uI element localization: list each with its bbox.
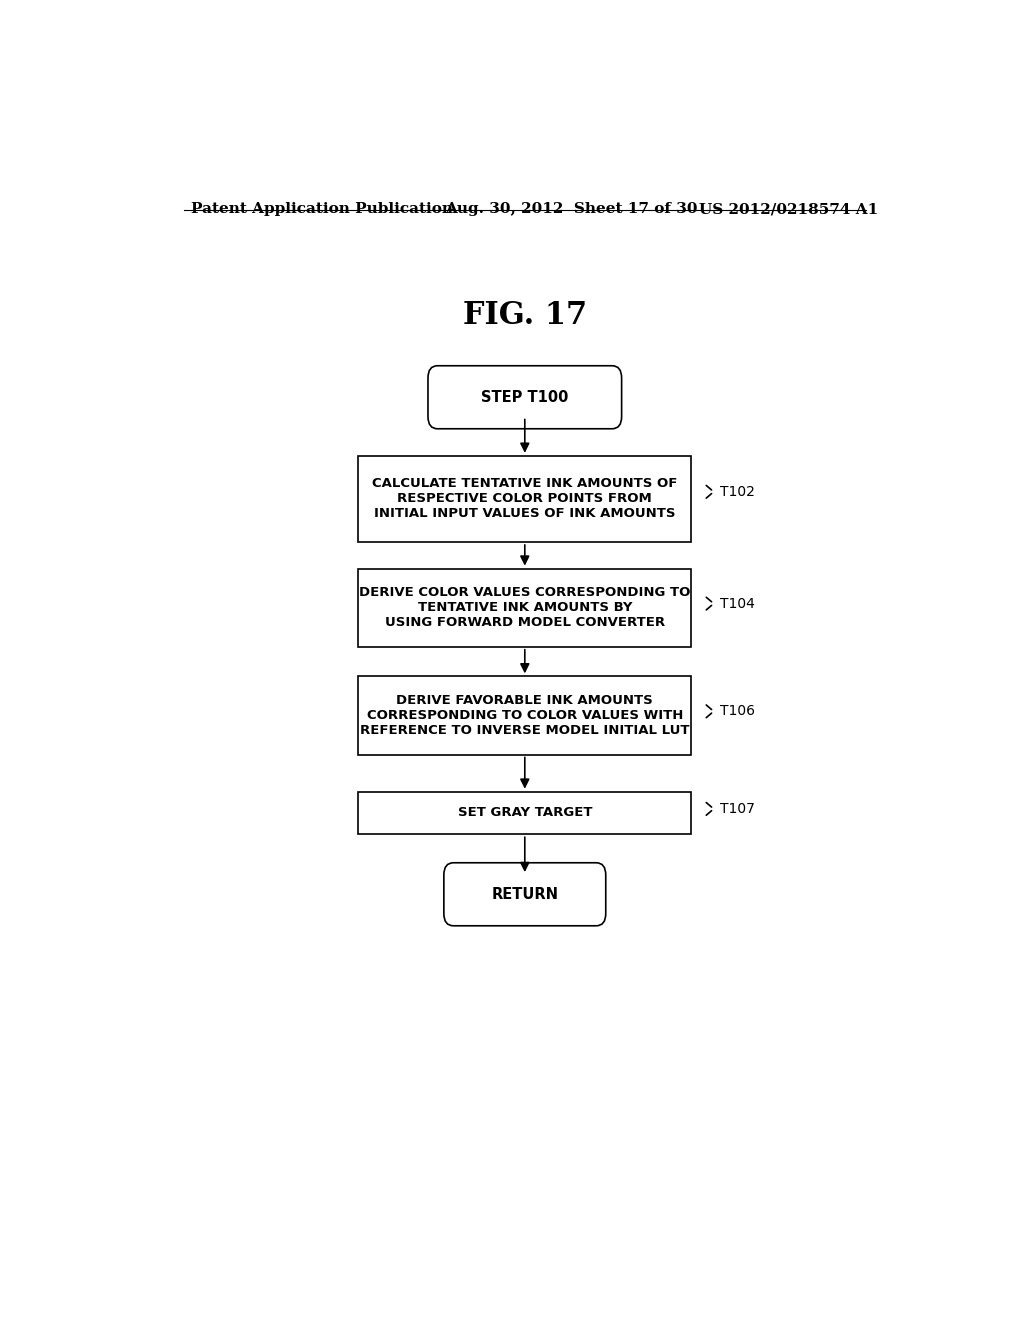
Text: US 2012/0218574 A1: US 2012/0218574 A1 [699, 202, 879, 216]
Text: Aug. 30, 2012  Sheet 17 of 30: Aug. 30, 2012 Sheet 17 of 30 [445, 202, 698, 216]
Text: Patent Application Publication: Patent Application Publication [191, 202, 454, 216]
FancyBboxPatch shape [358, 569, 691, 647]
Text: T102: T102 [720, 484, 755, 499]
Text: STEP T100: STEP T100 [481, 389, 568, 405]
FancyBboxPatch shape [358, 455, 691, 543]
Text: FIG. 17: FIG. 17 [463, 301, 587, 331]
FancyBboxPatch shape [428, 366, 622, 429]
Text: T107: T107 [720, 801, 755, 816]
FancyBboxPatch shape [358, 676, 691, 755]
FancyBboxPatch shape [358, 792, 691, 834]
Text: DERIVE COLOR VALUES CORRESPONDING TO
TENTATIVE INK AMOUNTS BY
USING FORWARD MODE: DERIVE COLOR VALUES CORRESPONDING TO TEN… [359, 586, 690, 630]
Text: CALCULATE TENTATIVE INK AMOUNTS OF
RESPECTIVE COLOR POINTS FROM
INITIAL INPUT VA: CALCULATE TENTATIVE INK AMOUNTS OF RESPE… [372, 478, 678, 520]
FancyBboxPatch shape [443, 863, 606, 925]
Text: T104: T104 [720, 597, 755, 611]
Text: SET GRAY TARGET: SET GRAY TARGET [458, 807, 592, 820]
Text: DERIVE FAVORABLE INK AMOUNTS
CORRESPONDING TO COLOR VALUES WITH
REFERENCE TO INV: DERIVE FAVORABLE INK AMOUNTS CORRESPONDI… [360, 694, 689, 737]
Text: T106: T106 [720, 705, 755, 718]
Text: RETURN: RETURN [492, 887, 558, 902]
